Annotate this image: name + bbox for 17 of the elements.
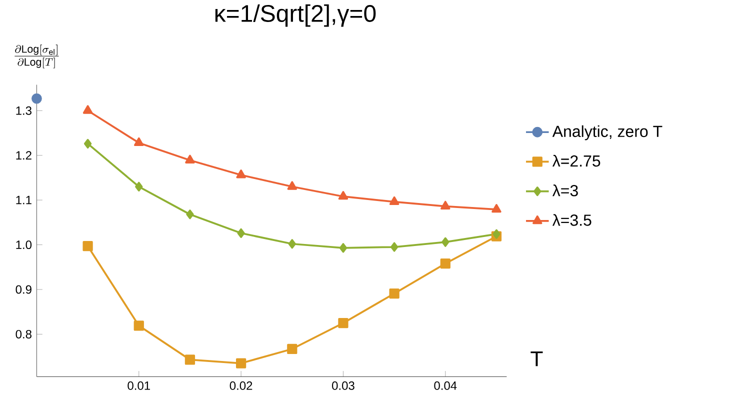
x-tick-label: 0.03 [332, 381, 354, 390]
x-axis-title: T [530, 351, 543, 366]
legend-label: λ=2.75 [552, 154, 600, 167]
legend-label: λ=3.5 [552, 214, 592, 226]
y-tick-label: 1.2 [16, 151, 32, 160]
legend-label: Analytic, zero T [552, 125, 662, 140]
x-tick-label: 0.02 [230, 381, 252, 390]
x-tick-label: 0.01 [128, 381, 150, 390]
y-tick-label: 1.1 [16, 196, 32, 204]
y-tick-label: 1.0 [16, 240, 32, 250]
chart-title: κ=1/Sqrt[2],γ=0 [215, 4, 376, 27]
y-tick-label: 0.8 [16, 330, 32, 338]
y-tick-label: 0.9 [16, 285, 32, 294]
y-tick-label: 1.3 [16, 106, 32, 115]
y-axis-title: $\frac{\partial\mathrm{Log}[\sigma_{\mathrm{el}}]}{\partial\mathrm{Log}[T]}$ [14, 44, 59, 68]
x-tick-label: 0.04 [434, 381, 457, 390]
legend-label: λ=3 [552, 184, 578, 196]
